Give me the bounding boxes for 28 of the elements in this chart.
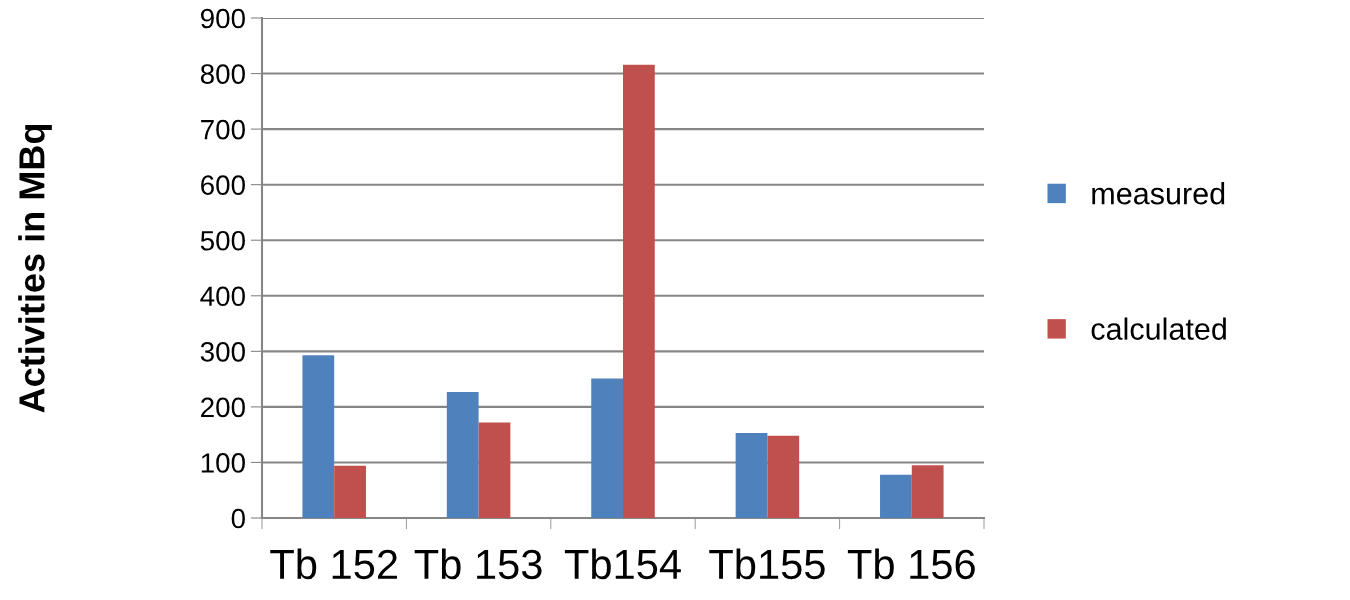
y-tick-label: 100 [201,453,245,473]
bar [767,435,800,518]
y-tick-label: 800 [200,64,245,84]
y-tick-label: 400 [200,286,245,307]
bar [334,465,366,518]
x-tick-label: Tb 153 [414,548,542,580]
y-tick-label: 600 [201,175,245,196]
y-tick-label: 0 [231,508,245,529]
y-tick-label: 200 [201,397,245,418]
bar [735,433,768,518]
x-tick-label: Tb154 [564,548,681,580]
legend-label: calculated [1091,317,1226,340]
bar [591,378,623,518]
y-axis-title: Activities in MBq [18,124,52,413]
x-tick-label: Tb 152 [270,548,397,580]
bar [911,465,944,518]
y-tick-label: 500 [200,230,245,251]
y-tick-label: 700 [201,119,245,140]
bar [478,422,511,518]
legend-label: measured [1092,182,1225,205]
x-tick-label: Tb155 [709,548,825,580]
bar [302,355,335,518]
bar [446,391,479,518]
x-tick-label: Tb 156 [847,548,975,580]
bar [880,474,912,518]
y-tick-label: 300 [200,342,245,362]
y-tick-label: 900 [200,8,245,29]
bar [623,64,655,518]
